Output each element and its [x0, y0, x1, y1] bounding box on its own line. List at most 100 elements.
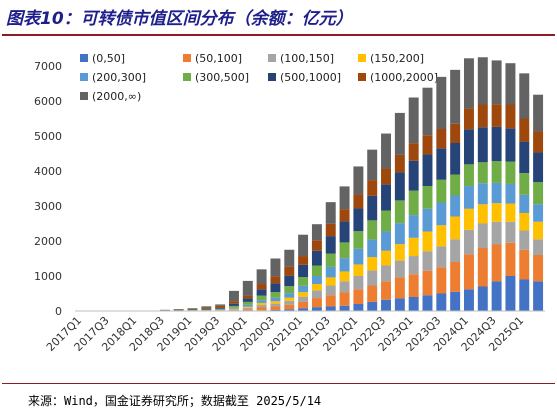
bar-segment	[339, 292, 350, 306]
bar-segment	[298, 264, 309, 278]
footer-divider	[2, 383, 555, 384]
bar-segment	[325, 266, 336, 278]
bar-segment	[463, 164, 474, 187]
bar-segment	[256, 289, 267, 296]
bar-segment	[215, 305, 226, 308]
bar-segment	[436, 246, 447, 268]
y-tick-label: 0	[55, 305, 62, 318]
bar-segment	[311, 284, 322, 291]
y-tick-label: 7000	[34, 60, 62, 73]
bar-segment	[436, 129, 447, 149]
legend-label: (300,500]	[195, 71, 249, 84]
bar-segment	[201, 307, 212, 309]
bar-segment	[505, 128, 516, 162]
legend-label: (50,100]	[195, 52, 242, 65]
bar-segment	[298, 285, 309, 293]
bar-segment	[408, 256, 419, 275]
legend-swatch	[80, 73, 88, 81]
bar-segment	[408, 143, 419, 161]
bar-segment	[311, 224, 322, 241]
bar-segment	[284, 275, 295, 287]
bar-segment	[394, 260, 405, 278]
bar-series	[159, 57, 544, 311]
bar-segment	[367, 149, 378, 181]
bar-segment	[491, 244, 502, 282]
bar-segment	[436, 225, 447, 247]
bar-segment	[367, 270, 378, 286]
legend-swatch	[80, 92, 88, 100]
bar-segment	[394, 223, 405, 245]
y-tick-label: 6000	[34, 95, 62, 108]
legend-swatch	[183, 54, 191, 62]
bar-segment	[505, 276, 516, 311]
x-axis: 2017Q12017Q32018Q12018Q32019Q12019Q32020…	[44, 310, 545, 354]
bar-segment	[228, 305, 239, 308]
bar-segment	[367, 257, 378, 271]
bar-segment	[270, 301, 281, 304]
source-note: 来源：Wind，国金证券研究所；数据截至 2025/5/14	[28, 394, 322, 408]
bar-segment	[505, 203, 516, 222]
bar-segment	[505, 104, 516, 129]
bar-segment	[519, 249, 530, 280]
bar-segment	[408, 160, 419, 191]
bar-segment	[533, 255, 544, 282]
bar-segment	[408, 297, 419, 311]
bar-segment	[298, 234, 309, 257]
legend-label: (1000,2000]	[370, 71, 438, 84]
bar-segment	[242, 307, 253, 310]
bar-segment	[353, 304, 364, 311]
legend-swatch	[268, 73, 276, 81]
bar-segment	[339, 221, 350, 243]
legend-label: (500,1000]	[280, 71, 341, 84]
bar-segment	[505, 63, 516, 105]
bar-segment	[284, 304, 295, 310]
bar-segment	[450, 69, 461, 124]
bar-segment	[325, 202, 336, 224]
bar-segment	[242, 298, 253, 302]
bar-segment	[394, 154, 405, 173]
bar-segment	[450, 291, 461, 311]
bar-segment	[394, 112, 405, 155]
bar-segment	[519, 73, 530, 119]
bar-segment	[408, 237, 419, 257]
bar-segment	[422, 87, 433, 136]
bar-segment	[394, 200, 405, 224]
bar-segment	[298, 292, 309, 297]
bar-segment	[353, 208, 364, 232]
bar-segment	[505, 183, 516, 204]
bar-segment	[450, 216, 461, 240]
bar-segment	[450, 143, 461, 175]
legend-swatch	[358, 54, 366, 62]
bar-segment	[477, 204, 488, 224]
bar-segment	[477, 183, 488, 205]
chart-legend: (0,50] (50,100] (100,150] (150,200] (200,300…	[80, 52, 438, 103]
bar-segment	[533, 182, 544, 205]
bar-segment	[228, 290, 239, 302]
bar-segment	[201, 306, 212, 308]
bar-segment	[173, 309, 184, 310]
bar-segment	[242, 295, 253, 299]
bar-segment	[339, 305, 350, 311]
bar-segment	[311, 240, 322, 251]
bar-segment	[284, 286, 295, 294]
bar-segment	[242, 306, 253, 308]
bar-segment	[381, 281, 391, 300]
bar-segment	[422, 154, 433, 187]
bar-segment	[228, 301, 239, 304]
bar-segment	[256, 302, 267, 306]
bar-segment	[519, 279, 530, 311]
bar-segment	[256, 305, 267, 308]
bar-segment	[450, 195, 461, 217]
bar-segment	[298, 301, 309, 309]
bar-segment	[270, 309, 281, 311]
bar-segment	[311, 298, 322, 308]
bar-segment	[339, 281, 350, 293]
legend-swatch	[183, 73, 191, 81]
bar-segment	[353, 289, 364, 304]
bar-segment	[463, 289, 474, 311]
bar-segment	[201, 308, 212, 310]
y-tick-label: 4000	[34, 165, 62, 178]
bar-segment	[450, 123, 461, 143]
bar-segment	[242, 280, 253, 296]
bar-segment	[187, 308, 198, 309]
